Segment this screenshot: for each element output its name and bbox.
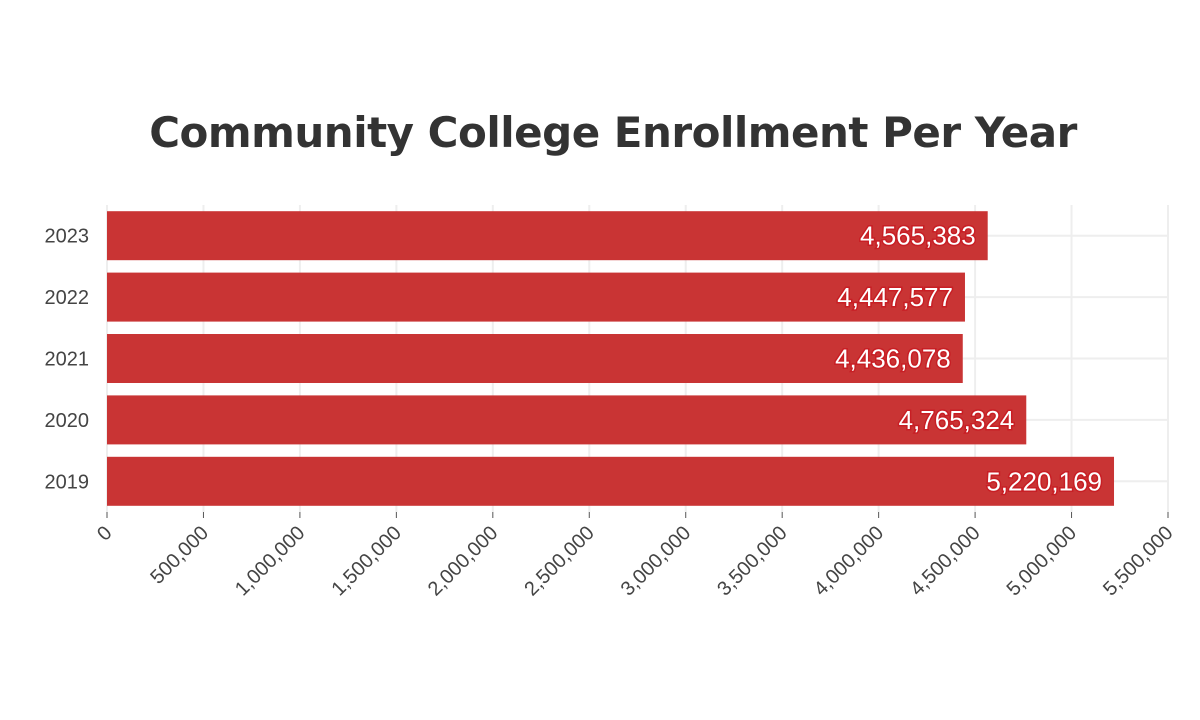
bars bbox=[107, 211, 1115, 506]
y-category-label: 2023 bbox=[45, 226, 90, 248]
bar-value-label: 4,436,078 bbox=[835, 344, 951, 374]
y-category-label: 2021 bbox=[45, 349, 90, 371]
x-tick-label: 3,500,000 bbox=[713, 522, 791, 600]
y-category-label: 2020 bbox=[45, 410, 90, 432]
x-tick-label: 2,000,000 bbox=[424, 522, 502, 600]
bar-value-label: 4,565,383 bbox=[860, 221, 976, 251]
x-tick-label: 500,000 bbox=[146, 522, 213, 589]
x-tick-label: 5,000,000 bbox=[1003, 522, 1081, 600]
bar-value-label: 5,220,169 bbox=[986, 466, 1102, 496]
x-tick-label: 3,000,000 bbox=[617, 522, 695, 600]
bar bbox=[107, 272, 965, 322]
bar bbox=[107, 395, 1027, 445]
x-tick-label: 2,500,000 bbox=[520, 522, 598, 600]
x-tick-label: 1,500,000 bbox=[327, 522, 405, 600]
data-labels: 5,220,169 4,765,324 4,436,078 4,447,577 4,56… bbox=[834, 219, 1104, 498]
bar bbox=[107, 334, 963, 383]
x-tick-label: 0 bbox=[93, 522, 116, 545]
x-tick-label: 1,000,000 bbox=[231, 522, 309, 600]
x-tick-label: 4,000,000 bbox=[810, 522, 888, 600]
y-category-label: 2019 bbox=[45, 471, 90, 493]
chart-title: Community College Enrollment Per Year bbox=[149, 108, 1077, 157]
x-tick-label: 5,500,000 bbox=[1099, 522, 1177, 600]
y-category-label: 2022 bbox=[45, 287, 90, 309]
x-axis: 0 500,000 1,000,000 1,500,000 2,000,000 2,500… bbox=[93, 512, 1178, 600]
y-axis: 2019 2020 2021 2022 2023 bbox=[45, 226, 90, 494]
bar-value-label: 4,447,577 bbox=[837, 282, 953, 312]
x-tick-label: 4,500,000 bbox=[906, 522, 984, 600]
bar-value-label: 4,765,324 bbox=[899, 405, 1015, 435]
bar bbox=[107, 211, 988, 261]
bar bbox=[107, 456, 1115, 506]
